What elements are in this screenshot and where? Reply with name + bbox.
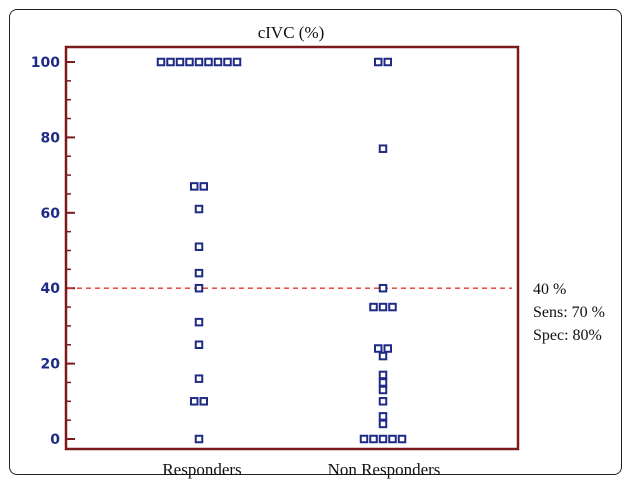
data-point — [378, 434, 388, 444]
data-point — [223, 57, 232, 67]
data-point — [378, 351, 388, 361]
data-point — [194, 268, 204, 278]
data-point — [194, 242, 204, 251]
cutoff-annotation-specificity: Spec: 80% — [533, 327, 602, 344]
data-point — [194, 340, 204, 349]
data-point — [194, 204, 204, 214]
y-tick-label: 0 — [50, 432, 60, 448]
data-point — [213, 57, 223, 67]
y-tick-label: 100 — [31, 55, 60, 71]
data-point — [378, 419, 388, 429]
data-point — [194, 283, 204, 293]
data-point — [369, 434, 378, 444]
data-point — [190, 182, 199, 191]
y-tick-label: 40 — [41, 281, 61, 297]
data-point — [378, 302, 388, 312]
data-point — [194, 57, 204, 67]
data-points — [156, 57, 407, 444]
y-tick-label: 20 — [41, 357, 61, 373]
data-point — [378, 370, 388, 380]
data-point — [383, 57, 392, 67]
chart-title: cIVC (%) — [258, 23, 325, 42]
cutoff-annotation-sensitivity: Sens: 70 % — [533, 304, 605, 321]
data-point — [156, 57, 166, 67]
data-point — [378, 397, 388, 406]
data-point — [369, 302, 378, 312]
data-point — [359, 434, 369, 444]
y-tick-label: 80 — [41, 130, 61, 146]
data-point — [204, 57, 213, 67]
data-point — [388, 302, 397, 312]
y-axis: 0 20 40 60 80 100 — [31, 55, 75, 448]
data-point — [374, 57, 383, 67]
figure-frame — [9, 9, 622, 475]
data-point — [378, 378, 388, 387]
cutoff-annotation-threshold: 40 % — [533, 281, 566, 298]
data-point — [190, 397, 199, 406]
data-point — [232, 57, 242, 67]
data-point — [199, 182, 208, 191]
data-point — [175, 57, 185, 67]
data-point — [199, 397, 208, 406]
plot-area-box — [64, 45, 520, 451]
data-point — [166, 57, 175, 67]
data-point — [194, 317, 204, 327]
y-tick-label: 60 — [41, 206, 61, 222]
data-point — [185, 57, 194, 67]
data-point — [378, 385, 388, 395]
data-point — [378, 412, 388, 421]
data-point — [383, 344, 392, 353]
x-category-label-responders: Responders — [162, 460, 241, 479]
data-point — [378, 283, 388, 293]
data-point — [388, 434, 397, 444]
data-point — [397, 434, 407, 444]
data-point — [378, 144, 388, 153]
x-category-label-non-responders: Non Responders — [328, 460, 441, 479]
data-point — [194, 374, 204, 383]
data-point — [374, 344, 383, 353]
data-point — [194, 434, 204, 444]
